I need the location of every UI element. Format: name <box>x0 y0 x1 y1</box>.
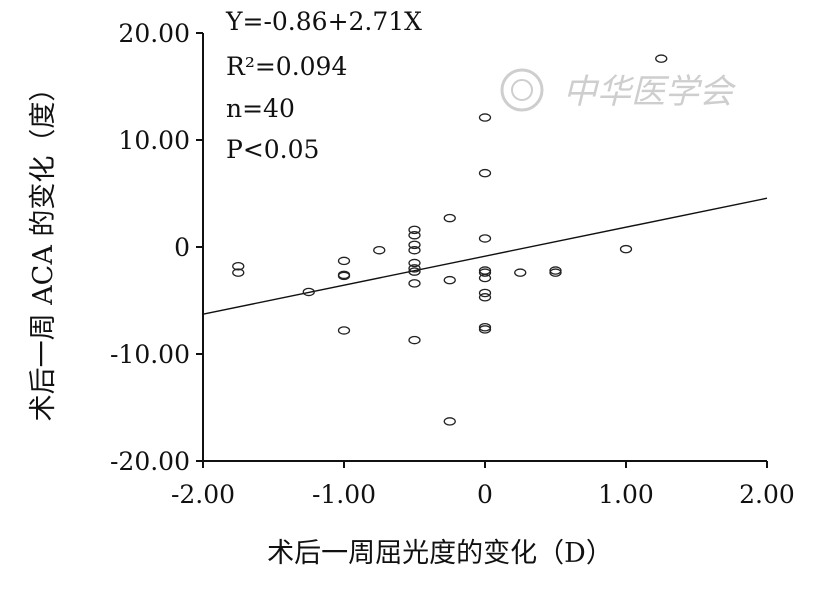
y-tick-label: -20.00 <box>110 447 190 476</box>
data-point <box>408 240 421 250</box>
y-tick-label: -10.00 <box>110 340 190 369</box>
data-point <box>478 322 492 332</box>
watermark: 中华医学会 <box>500 68 737 112</box>
sample-size: n=40 <box>226 94 295 123</box>
data-point <box>408 225 421 235</box>
watermark-seal-inner-icon <box>511 79 533 101</box>
regression-line <box>202 197 768 315</box>
data-point <box>232 268 245 277</box>
data-point <box>408 267 421 276</box>
regression-equation: Y=-0.86+2.71X <box>225 7 422 36</box>
data-point <box>549 268 562 277</box>
x-tick-label: -1.00 <box>312 480 376 509</box>
data-point <box>373 245 386 255</box>
data-points <box>232 54 668 426</box>
data-point <box>478 268 492 277</box>
x-tick-label: -2.00 <box>171 480 235 509</box>
data-point <box>337 271 351 281</box>
y-ticks: -20.00 -10.00 0 10.00 20.00 <box>110 19 203 476</box>
data-point <box>302 287 315 297</box>
x-ticks: -2.00 -1.00 0 1.00 2.00 <box>171 461 795 509</box>
data-point <box>443 417 456 426</box>
p-value: P<0.05 <box>226 135 319 164</box>
x-tick-label: 0 <box>477 480 493 509</box>
data-point <box>337 256 351 266</box>
data-point <box>408 258 421 268</box>
data-point <box>408 245 421 255</box>
data-point <box>478 168 492 178</box>
y-axis-title: 术后一周 ACA 的变化（度） <box>28 75 59 422</box>
r-squared: R²=0.094 <box>226 52 347 81</box>
data-point <box>408 230 421 240</box>
data-point <box>478 293 492 302</box>
data-point <box>478 273 492 283</box>
data-point <box>478 288 492 298</box>
data-point <box>408 335 421 345</box>
data-point <box>408 264 421 273</box>
data-point <box>337 326 351 335</box>
data-point <box>514 268 527 277</box>
data-point <box>408 279 421 288</box>
x-axis-title: 术后一周屈光度的变化（D） <box>267 538 613 569</box>
data-point <box>443 275 456 285</box>
y-tick-label: 20.00 <box>118 19 190 48</box>
data-point <box>549 266 562 275</box>
x-tick-label: 1.00 <box>598 480 654 509</box>
data-point <box>478 325 492 334</box>
data-point <box>478 234 492 243</box>
data-point <box>655 54 668 63</box>
data-point <box>478 113 492 122</box>
watermark-text: 中华医学会 <box>563 72 737 112</box>
data-point <box>232 262 245 271</box>
x-tick-label: 2.00 <box>739 480 795 509</box>
y-tick-label: 0 <box>174 233 190 262</box>
y-tick-label: 10.00 <box>118 126 190 155</box>
watermark-seal-icon <box>500 68 544 112</box>
data-point <box>443 213 456 223</box>
data-point <box>619 244 633 254</box>
